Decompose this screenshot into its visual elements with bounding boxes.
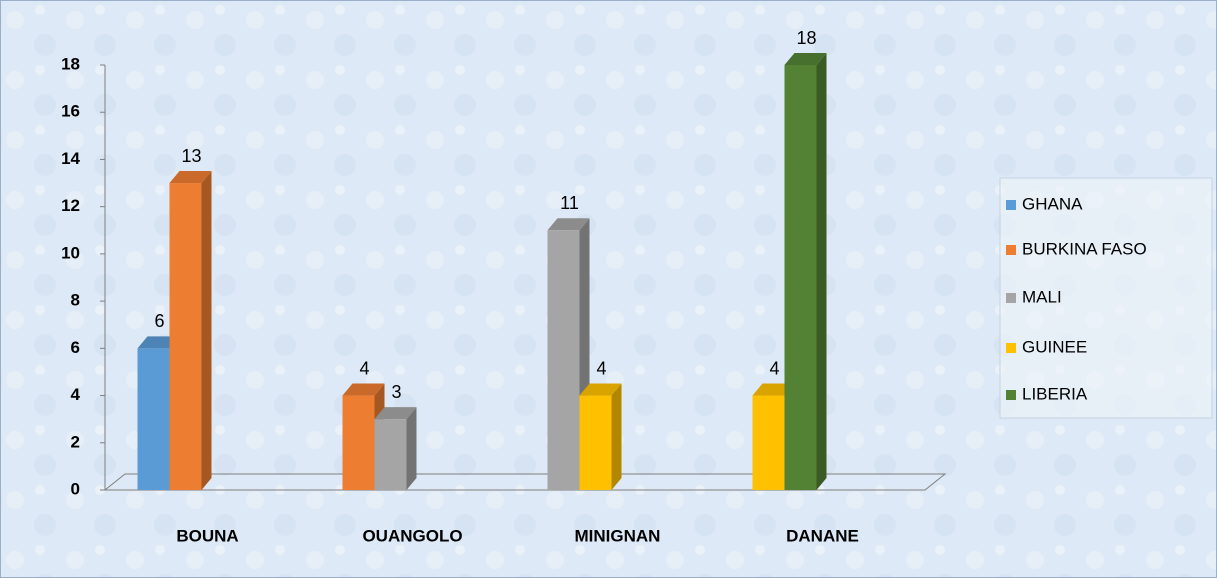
bar-side <box>201 171 212 491</box>
bar <box>137 348 170 490</box>
bar <box>784 65 817 490</box>
legend-label: MALI <box>1022 287 1062 306</box>
legend-label: BURKINA FASO <box>1022 239 1147 258</box>
y-tick-label: 8 <box>71 291 80 310</box>
bar <box>752 395 785 490</box>
legend-label: GHANA <box>1022 194 1083 213</box>
legend-label: LIBERIA <box>1022 384 1088 403</box>
bar <box>579 395 612 490</box>
bar-top <box>547 218 590 231</box>
data-label: 13 <box>181 146 201 166</box>
data-label: 11 <box>560 193 579 213</box>
bar-top <box>752 383 795 396</box>
bar-top <box>342 383 385 396</box>
bar-top <box>169 171 212 184</box>
y-tick-label: 0 <box>71 479 80 498</box>
y-tick-label: 18 <box>61 54 80 73</box>
data-label: 4 <box>359 358 369 378</box>
bar-top <box>784 53 827 65</box>
bar-top <box>579 383 622 396</box>
legend-swatch <box>1006 200 1016 210</box>
legend-swatch <box>1006 245 1016 255</box>
bar-side <box>816 53 827 490</box>
bar-top <box>374 407 417 420</box>
bar <box>169 183 202 491</box>
y-tick-label: 16 <box>61 102 80 121</box>
bar-side <box>611 383 622 490</box>
bar-side <box>406 407 417 490</box>
bar-top <box>137 336 180 349</box>
y-tick-label: 10 <box>61 243 80 262</box>
x-tick-label: DANANE <box>786 526 859 545</box>
legend-swatch <box>1006 343 1016 353</box>
legend-box <box>999 177 1213 419</box>
legend-label: GUINEE <box>1022 337 1087 356</box>
bar <box>374 419 407 490</box>
y-tick-label: 14 <box>61 149 80 168</box>
legend-swatch <box>1006 390 1016 400</box>
y-tick-label: 12 <box>61 196 80 215</box>
data-label: 3 <box>391 382 401 402</box>
y-tick-label: 6 <box>71 338 80 357</box>
data-label: 4 <box>596 358 606 378</box>
x-tick-label: OUANGOLO <box>362 526 462 545</box>
x-tick-label: MINIGNAN <box>575 526 661 545</box>
data-label: 6 <box>154 311 164 331</box>
x-tick-label: BOUNA <box>176 526 238 545</box>
y-tick-label: 2 <box>71 432 80 451</box>
bar <box>547 230 580 490</box>
bar <box>342 395 375 490</box>
y-tick-label: 4 <box>71 385 81 404</box>
data-label: 4 <box>769 358 779 378</box>
data-label: 18 <box>796 28 816 48</box>
legend-swatch <box>1006 293 1016 303</box>
floor <box>103 473 947 491</box>
